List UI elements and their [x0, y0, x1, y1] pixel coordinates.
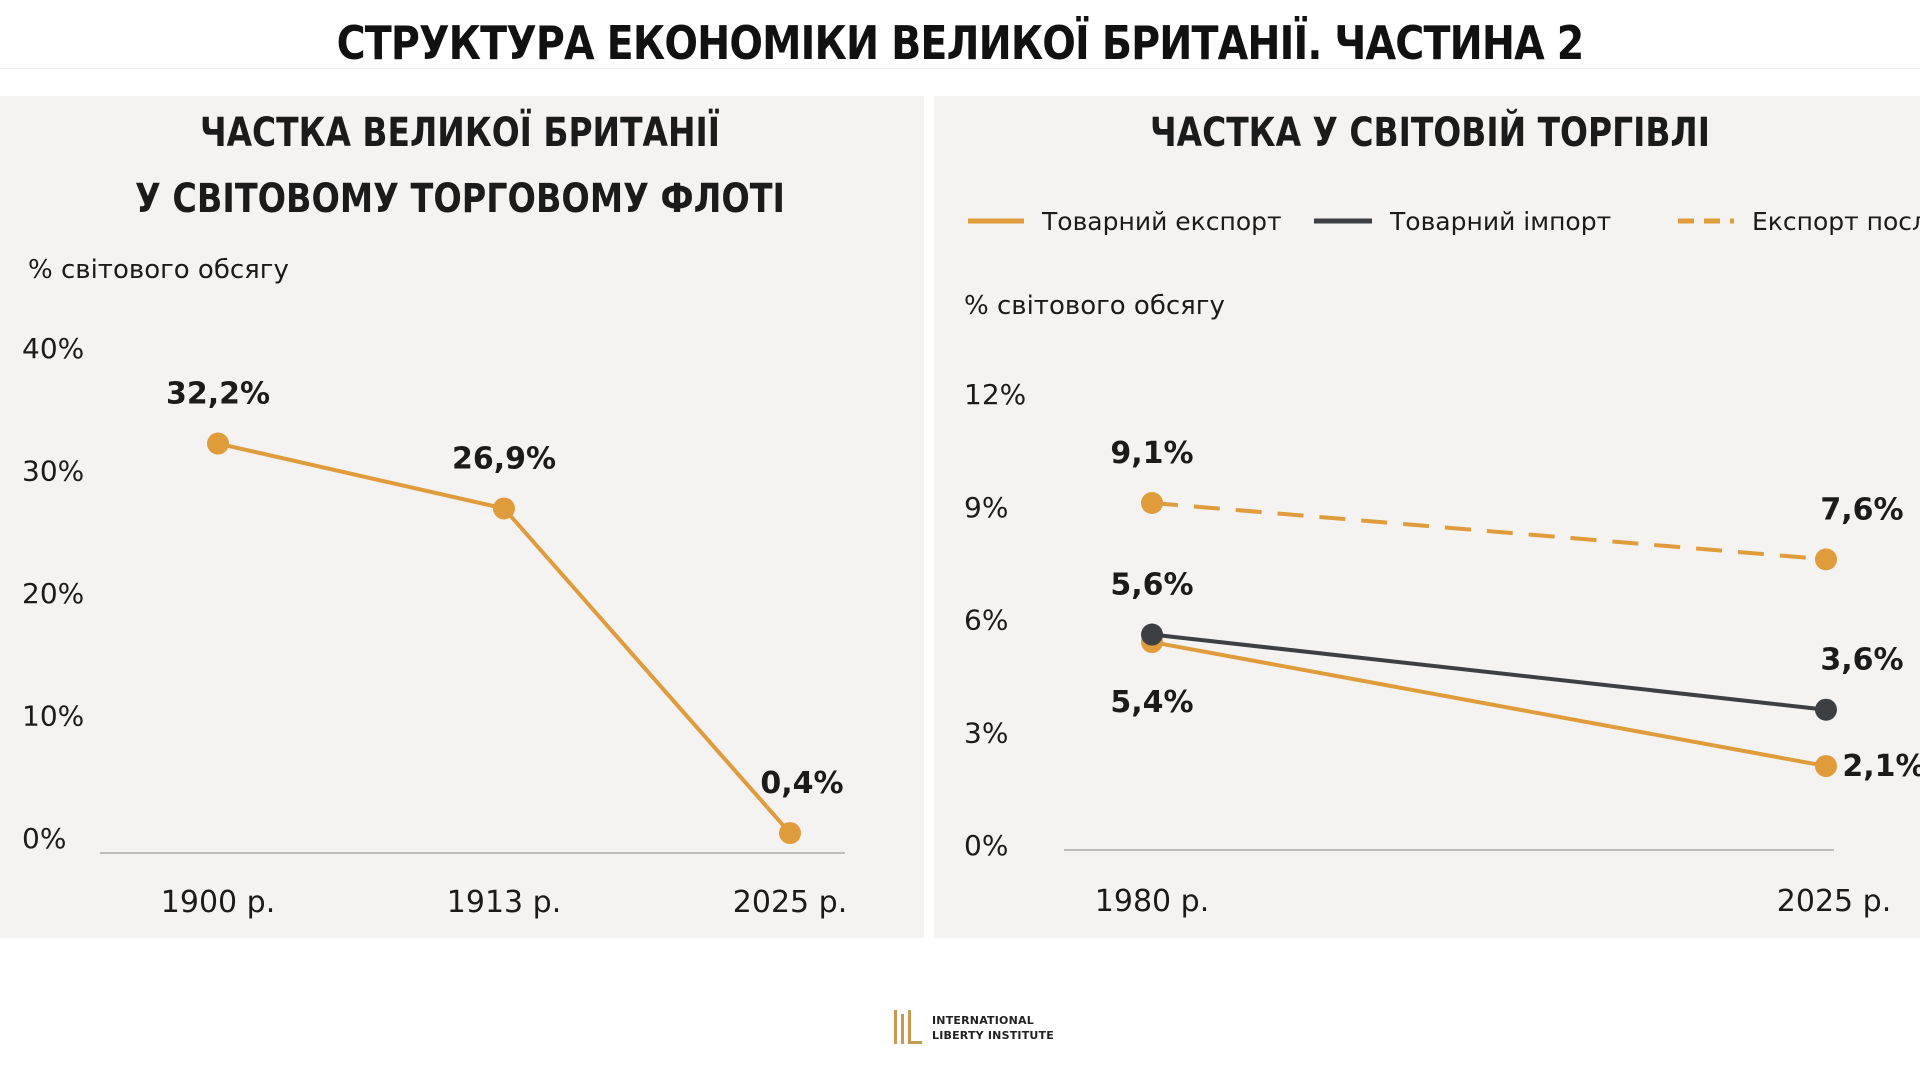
chart-title-line: У СВІТОВОМУ ТОРГОВОМУ ФЛОТІ [135, 176, 785, 222]
x-tick-label: 1980 р. [1095, 884, 1209, 919]
data-label: 9,1% [1110, 436, 1193, 471]
x-tick-label: 1900 р. [161, 885, 275, 920]
logo-text: INTERNATIONAL LIBERTY INSTITUTE [932, 1013, 1054, 1043]
chart-title-line: ЧАСТКА ВЕЛИКОЇ БРИТАНІЇ [200, 108, 720, 156]
data-label: 0,4% [760, 766, 843, 801]
y-axis-label: % світового обсягу [964, 291, 1225, 321]
y-tick-label: 3% [964, 716, 1008, 749]
y-tick-label: 40% [22, 332, 84, 365]
panel-divider [924, 96, 934, 938]
data-label: 7,6% [1820, 492, 1903, 527]
y-tick-label: 30% [22, 455, 84, 488]
merchant-fleet-chart: ЧАСТКА ВЕЛИКОЇ БРИТАНІЇ У СВІТОВОМУ ТОРГО… [22, 108, 847, 920]
x-tick-label: 2025 р. [1777, 884, 1891, 919]
footer-logo: INTERNATIONAL LIBERTY INSTITUTE [892, 1008, 1054, 1048]
data-label: 2,1% [1842, 749, 1920, 784]
legend-label: Товарний імпорт [1389, 207, 1611, 236]
logo-line-1: INTERNATIONAL [932, 1014, 1034, 1027]
series-line [1151, 632, 1827, 712]
legend-label: Експорт послуг [1752, 207, 1920, 236]
data-point [1815, 548, 1837, 571]
chart-title: ЧАСТКА У СВІТОВІЙ ТОРГІВЛІ [1150, 108, 1710, 156]
data-label: 26,9% [452, 441, 556, 476]
world-trade-chart: ЧАСТКА У СВІТОВІЙ ТОРГІВЛІ Товарний експо… [964, 108, 1920, 919]
data-label: 32,2% [166, 377, 270, 412]
data-point [1141, 491, 1163, 514]
logo-line-2: LIBERTY INSTITUTE [932, 1029, 1054, 1042]
chart-panel-world-trade: ЧАСТКА У СВІТОВІЙ ТОРГІВЛІ Товарний експо… [934, 96, 1920, 938]
series-line [1151, 640, 1827, 769]
data-point [779, 822, 801, 845]
y-tick-label: 12% [964, 378, 1026, 411]
data-point [493, 497, 515, 520]
data-point [1815, 755, 1837, 778]
data-label: 5,4% [1110, 685, 1193, 720]
y-tick-label: 0% [22, 822, 66, 855]
y-tick-label: 6% [964, 604, 1008, 637]
legend-label: Товарний експорт [1041, 207, 1282, 236]
title-divider [0, 68, 1920, 69]
y-tick-label: 9% [964, 491, 1008, 524]
liberty-institute-logo-icon [894, 1010, 922, 1044]
y-axis-label: % світового обсягу [28, 255, 289, 285]
data-label: 3,6% [1820, 643, 1903, 678]
series-line [1151, 500, 1827, 562]
data-point [1815, 698, 1837, 721]
y-tick-label: 20% [22, 577, 84, 610]
data-point [207, 432, 229, 455]
data-point [1141, 623, 1163, 646]
y-tick-label: 0% [964, 829, 1008, 862]
y-tick-label: 10% [22, 700, 84, 733]
data-label: 5,6% [1110, 568, 1193, 603]
chart-panel-merchant-fleet: ЧАСТКА ВЕЛИКОЇ БРИТАНІЇ У СВІТОВОМУ ТОРГО… [0, 96, 924, 938]
x-tick-label: 2025 р. [733, 885, 847, 920]
page-title: СТРУКТУРА ЕКОНОМІКИ ВЕЛИКОЇ БРИТАНІЇ. ЧА… [336, 16, 1585, 70]
x-tick-label: 1913 р. [447, 885, 561, 920]
